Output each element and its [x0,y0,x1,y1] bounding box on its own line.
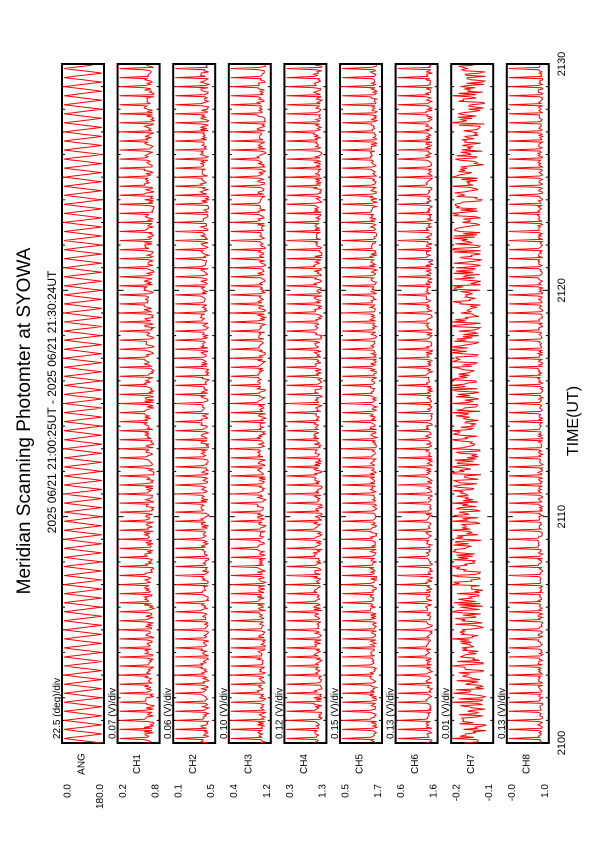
y-max-label: -0.1 [484,784,495,802]
x-axis-label: TIME(UT) [565,386,582,456]
panel-group: 0.0 180.0 ANG 22.5 (deg)/div 0.2 0.8 CH1 0.07 (… [52,63,551,809]
y-max-label: 0.5 [206,784,217,798]
y-min-label: -0.0 [507,784,518,802]
y-min-label: 0.5 [340,784,351,798]
trace-ch1 [119,64,156,744]
y-max-label: 1.7 [373,784,384,798]
y-max-label: 1.2 [262,784,273,798]
channel-label: CH3 [243,754,254,774]
y-max-label: 0.8 [151,784,162,798]
y-min-label: -0.2 [452,784,463,802]
trace-ch6 [397,64,435,744]
x-tick-labels: 2100 2110 2120 2130 [556,52,568,755]
scale-label: 0.01 (V)/div [441,688,452,739]
trace-ch8 [508,65,545,744]
channel-label: CH8 [521,754,532,774]
x-tick-label: 2100 [556,731,568,755]
x-tick-label: 2120 [556,278,568,302]
y-min-label: 0.0 [62,784,73,798]
channel-label: CH6 [410,754,421,774]
y-min-label: 0.4 [229,784,240,798]
trace-ch7 [450,64,487,744]
scale-label: 0.07 (V)/div [108,688,119,739]
panel-ch3: 0.4 1.2 CH3 0.10 (V)/div [219,63,273,798]
panel-ch5: 0.5 1.7 CH5 0.15 (V)/div [330,63,384,798]
x-tick-label: 2130 [556,52,568,76]
y-min-label: 0.1 [174,784,185,798]
y-min-label: 0.3 [285,784,296,798]
y-max-label: 1.6 [429,784,440,798]
trace-ch2 [175,64,211,744]
scale-label: 22.5 (deg)/div [52,678,63,739]
y-max-label: 1.3 [317,784,328,798]
panel-ch6: 0.6 1.6 CH6 0.13 (V)/div [386,63,440,798]
scale-label: 0.12 (V)/div [274,688,285,739]
scale-label: 0.15 (V)/div [330,688,341,739]
panel-ang: 0.0 180.0 ANG 22.5 (deg)/div [52,63,106,809]
x-tick-label: 2110 [556,505,568,529]
chart-title: Meridian Scanning Photomter at SYOWA [14,247,35,594]
channel-label: CH2 [188,754,199,774]
trace-ch4 [286,64,325,744]
channel-label: CH4 [299,754,310,774]
panel-ch2: 0.1 0.5 CH2 0.06 (V)/div [163,63,217,798]
scale-label: 0.06 (V)/div [163,688,174,739]
panel-ch8: -0.0 1.0 CH8 0.13 (V)/div [497,63,551,802]
scale-label: 0.13 (V)/div [497,688,508,739]
channel-label: CH7 [466,754,477,774]
trace-ch5 [342,64,379,744]
y-max-label: 180.0 [95,784,106,809]
y-min-label: 0.2 [118,784,129,798]
time-range-label: 2025 06/21 21:00:25UT - 2025 06/21 21:30… [45,270,59,533]
y-min-label: 0.6 [396,784,407,798]
scale-label: 0.13 (V)/div [386,688,397,739]
trace-ch3 [230,65,268,744]
trace-ang [64,64,102,744]
channel-label: CH5 [355,754,366,774]
panel-ch4: 0.3 1.3 CH4 0.12 (V)/div [274,63,328,798]
y-max-label: 1.0 [540,784,551,798]
scale-label: 0.10 (V)/div [219,688,230,739]
panel-ch7: -0.2 -0.1 CH7 0.01 (V)/div [441,63,495,802]
channel-label: ANG [77,753,88,775]
channel-label: CH1 [132,754,143,774]
panel-ch1: 0.2 0.8 CH1 0.07 (V)/div [108,63,162,798]
